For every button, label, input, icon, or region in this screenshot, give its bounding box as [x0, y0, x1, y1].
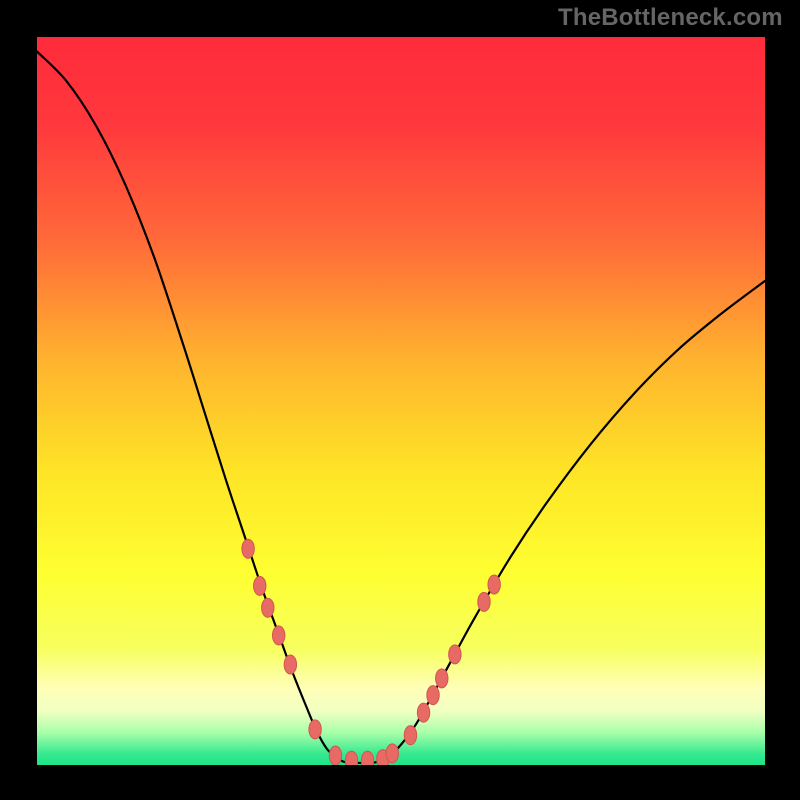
data-marker	[417, 703, 429, 722]
data-marker	[284, 655, 296, 674]
data-marker	[386, 744, 398, 763]
chart-background	[37, 37, 765, 765]
data-marker	[242, 539, 254, 558]
data-marker	[329, 746, 341, 765]
data-marker	[478, 592, 490, 611]
data-marker	[427, 686, 439, 705]
watermark-text: TheBottleneck.com	[558, 4, 783, 32]
canvas: TheBottleneck.com	[0, 0, 800, 800]
data-marker	[361, 751, 373, 765]
bottleneck-chart	[37, 37, 765, 765]
data-marker	[345, 751, 357, 765]
data-marker	[488, 575, 500, 594]
data-marker	[254, 576, 266, 595]
data-marker	[309, 720, 321, 739]
data-marker	[272, 626, 284, 645]
data-marker	[449, 645, 461, 664]
data-marker	[436, 669, 448, 688]
data-marker	[262, 598, 274, 617]
data-marker	[404, 726, 416, 745]
